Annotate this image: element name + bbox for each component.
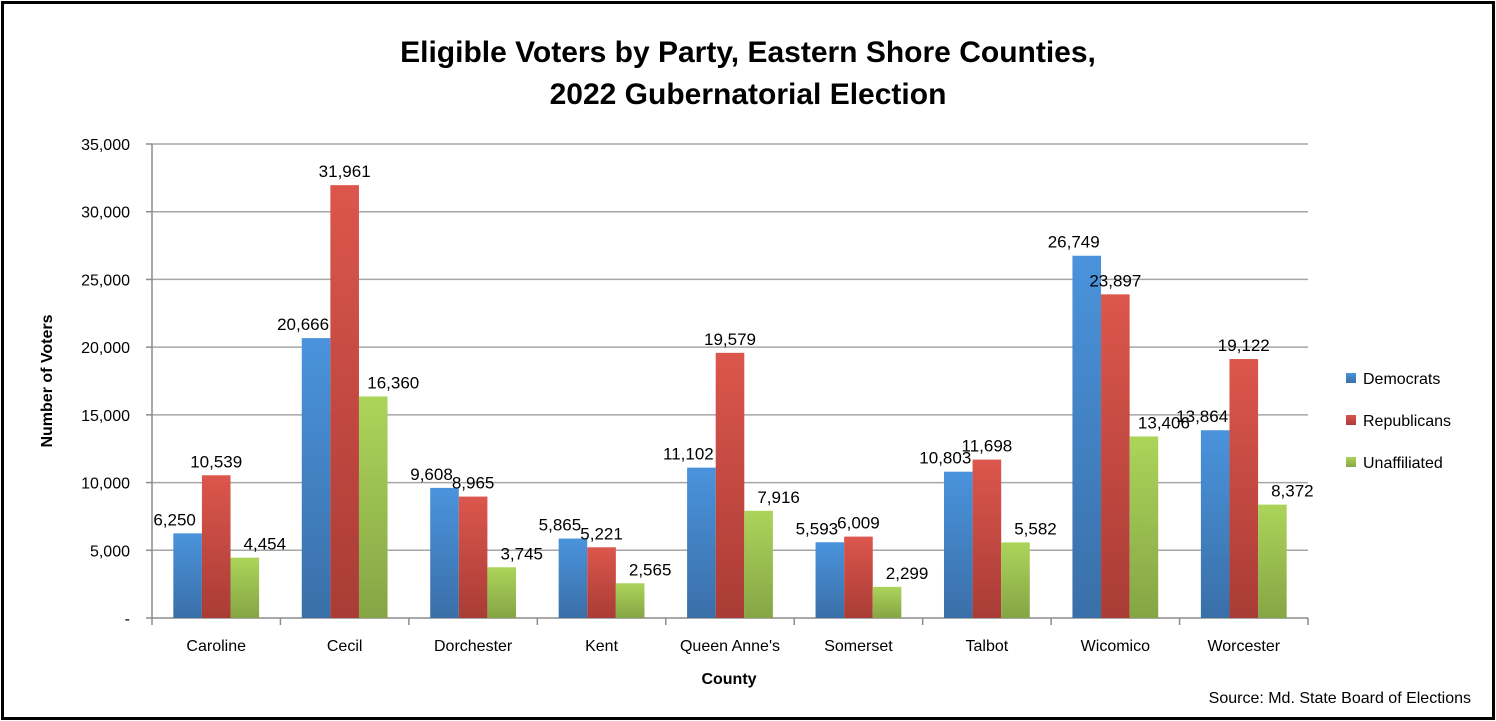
bar-democrats — [430, 487, 459, 618]
x-tick-label: Somerset — [824, 638, 893, 655]
x-axis-title: County — [701, 671, 756, 688]
data-label: 2,299 — [886, 564, 929, 583]
y-tick-label: 25,000 — [81, 272, 130, 289]
x-tick-label: Kent — [585, 638, 618, 655]
bar-democrats — [1072, 255, 1102, 618]
bar-republicans — [1101, 294, 1130, 618]
data-label: 10,539 — [190, 452, 242, 471]
bar-unaffiliated — [358, 396, 388, 618]
x-tick-label: Talbot — [966, 638, 1009, 655]
bar-democrats — [558, 538, 588, 618]
bar-republicans — [201, 475, 231, 618]
bar-democrats — [1200, 430, 1230, 618]
bar-unaffiliated — [1258, 504, 1287, 618]
y-tick-label: 20,000 — [81, 340, 130, 357]
data-label: 8,965 — [452, 474, 495, 493]
x-tick-label: Dorchester — [434, 638, 513, 655]
data-label: 26,749 — [1048, 233, 1100, 252]
data-label: 23,897 — [1089, 271, 1141, 290]
bar-unaffiliated — [872, 586, 902, 618]
chart-title-line-1: Eligible Voters by Party, Eastern Shore … — [400, 36, 1096, 69]
x-tick-label: Queen Anne's — [680, 638, 780, 655]
y-tick-label: 30,000 — [81, 205, 130, 222]
bar-democrats — [301, 338, 331, 618]
data-label: 5,593 — [796, 519, 839, 538]
data-label: 13,406 — [1138, 413, 1190, 432]
y-tick-label: 10,000 — [81, 476, 130, 493]
legend-label: Unaffiliated — [1363, 455, 1443, 472]
data-label: 11,102 — [663, 445, 714, 464]
y-tick-label: 15,000 — [81, 408, 130, 425]
y-axis-title: Number of Voters — [39, 314, 56, 447]
data-label: 16,360 — [367, 373, 419, 392]
data-label: 10,803 — [919, 449, 971, 468]
bar-democrats — [173, 533, 202, 618]
bar-democrats — [943, 471, 973, 618]
bar-republicans — [844, 536, 873, 618]
data-label: 8,372 — [1271, 482, 1314, 501]
y-tick-label: - — [125, 611, 130, 628]
x-tick-label: Caroline — [186, 638, 246, 655]
data-label: 5,582 — [1014, 519, 1057, 538]
data-label: 7,916 — [757, 488, 800, 507]
data-label: 5,221 — [580, 524, 623, 543]
bar-republicans — [587, 547, 616, 618]
data-label: 3,745 — [500, 544, 543, 563]
bar-unaffiliated — [615, 583, 645, 618]
chart-title-line-2: 2022 Gubernatorial Election — [550, 78, 947, 111]
bar-democrats — [815, 542, 845, 618]
bar-republicans — [458, 496, 488, 618]
y-tick-label: 35,000 — [81, 137, 130, 154]
data-label: 19,579 — [704, 330, 756, 349]
legend-swatch-democrats — [1346, 373, 1356, 383]
source-note: Source: Md. State Board of Elections — [1209, 690, 1471, 707]
data-label: 11,698 — [962, 437, 1013, 456]
legend-label: Democrats — [1363, 371, 1440, 388]
legend-swatch-republicans — [1346, 415, 1356, 425]
bar-democrats — [687, 467, 716, 618]
x-tick-label: Worcester — [1207, 638, 1280, 655]
bar-unaffiliated — [230, 557, 260, 618]
data-label: 19,122 — [1218, 336, 1270, 355]
bar-republicans — [715, 352, 745, 618]
bar-unaffiliated — [487, 567, 517, 618]
y-tick-label: 5,000 — [90, 543, 130, 560]
data-label: 4,454 — [244, 535, 287, 554]
data-label: 5,865 — [539, 516, 582, 535]
bar-unaffiliated — [744, 510, 773, 618]
bar-republicans — [1229, 359, 1259, 618]
legend-swatch-unaffiliated — [1346, 457, 1356, 467]
bar-unaffiliated — [1001, 542, 1030, 618]
legend-label: Republicans — [1363, 413, 1451, 430]
data-label: 9,608 — [410, 465, 453, 484]
data-label: 13,864 — [1176, 407, 1228, 426]
x-tick-label: Wicomico — [1081, 638, 1150, 655]
x-tick-label: Cecil — [327, 638, 363, 655]
bar-republicans — [972, 459, 1002, 618]
data-label: 20,666 — [277, 315, 329, 334]
bar-republicans — [330, 185, 359, 618]
data-label: 6,250 — [153, 510, 196, 529]
data-label: 31,961 — [319, 162, 371, 181]
data-label: 2,565 — [629, 560, 672, 579]
data-label: 6,009 — [837, 514, 880, 533]
bar-unaffiliated — [1129, 436, 1159, 618]
